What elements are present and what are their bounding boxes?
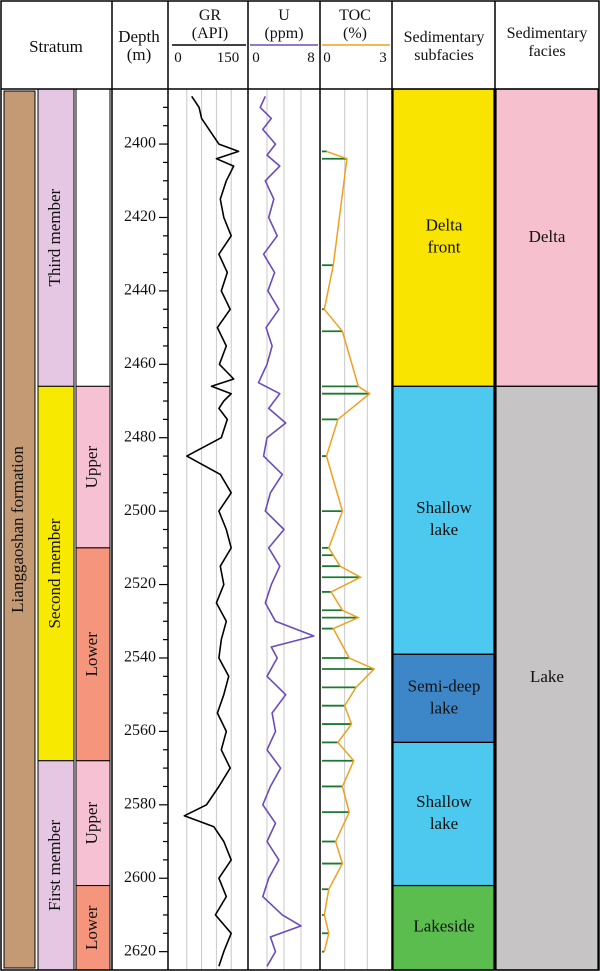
facies-header: Sedimentary bbox=[507, 25, 588, 42]
depth-tick-label: 2580 bbox=[124, 795, 156, 812]
member-label: Third member bbox=[45, 188, 64, 286]
gr-header: GR bbox=[199, 7, 222, 24]
facies-columns: Delta front Shallow lake Semi-deep lake Shallo… bbox=[392, 88, 599, 971]
subfacies-band bbox=[392, 741, 495, 887]
depth-tick-label: 2440 bbox=[124, 282, 156, 299]
depth-tick-label: 2480 bbox=[124, 428, 156, 445]
subfacies-label: Delta bbox=[426, 216, 463, 235]
subfacies-header: Sedimentary bbox=[404, 29, 485, 46]
member-band bbox=[37, 385, 75, 762]
subfacies-label: lake bbox=[430, 814, 458, 833]
depth-axis: 2400 2420 2440 2460 2480 2500 2520 2540 2560 2580… bbox=[124, 106, 168, 959]
stratum-columns: Lianggaoshan formation Third member Second… bbox=[3, 88, 111, 971]
facies-header-2: facies bbox=[528, 43, 565, 60]
gr-unit-header: (API) bbox=[192, 25, 228, 42]
depth-tick-label: 2600 bbox=[124, 869, 156, 886]
toc-curve bbox=[323, 150, 376, 952]
subfacies-label: Shallow bbox=[416, 792, 472, 811]
formation-band bbox=[3, 90, 36, 969]
toc-track bbox=[322, 89, 376, 970]
u-track bbox=[257, 89, 315, 970]
u-scale-max: 8 bbox=[307, 50, 315, 66]
subfacies-header-2: subfacies bbox=[414, 47, 474, 64]
subfacies-band bbox=[392, 884, 495, 971]
submember-band bbox=[75, 885, 111, 971]
member-label: Second member bbox=[45, 518, 64, 628]
toc-header: TOC bbox=[339, 7, 371, 24]
stratum-header: Stratum bbox=[29, 37, 83, 56]
depth-tick-label: 2500 bbox=[124, 502, 156, 519]
facies-label: Lake bbox=[530, 667, 564, 686]
depth-tick-label: 2520 bbox=[124, 575, 156, 592]
formation-label: Lianggaoshan formation bbox=[8, 446, 27, 613]
u-unit-header: (ppm) bbox=[264, 25, 303, 42]
facies-band bbox=[495, 385, 599, 971]
u-scale-min: 0 bbox=[252, 50, 260, 66]
depth-tick-label: 2400 bbox=[124, 135, 156, 152]
depth-tick-label: 2620 bbox=[124, 942, 156, 959]
u-curve bbox=[257, 95, 315, 967]
toc-scale-min: 0 bbox=[323, 50, 331, 66]
submember-band bbox=[75, 760, 111, 887]
depth-tick-label: 2460 bbox=[124, 355, 156, 372]
depth-tick-label: 2420 bbox=[124, 208, 156, 225]
submember-label: Upper bbox=[82, 446, 101, 489]
depth-tick-label: 2540 bbox=[124, 649, 156, 666]
subfacies-band bbox=[392, 385, 495, 655]
facies-label: Delta bbox=[529, 227, 566, 246]
member-label: First member bbox=[45, 819, 64, 910]
submember-label: Upper bbox=[82, 802, 101, 845]
gr-scale-min: 0 bbox=[174, 50, 182, 66]
subfacies-label: lake bbox=[430, 520, 458, 539]
gr-track bbox=[183, 89, 240, 970]
toc-scale-max: 3 bbox=[379, 50, 387, 66]
submember-label: Lower bbox=[82, 905, 101, 950]
toc-unit-header: (%) bbox=[343, 25, 367, 42]
depth-unit-header: (m) bbox=[127, 45, 152, 64]
subfacies-label: lake bbox=[430, 698, 458, 717]
submember-band bbox=[75, 88, 111, 387]
submember-label: Lower bbox=[82, 632, 101, 677]
depth-header: Depth bbox=[118, 27, 160, 46]
subfacies-label: Semi-deep bbox=[408, 676, 481, 695]
u-header: U bbox=[278, 7, 290, 24]
subfacies-label: front bbox=[427, 238, 460, 257]
subfacies-label: Lakeside bbox=[413, 917, 474, 936]
depth-tick-label: 2560 bbox=[124, 722, 156, 739]
gr-curve bbox=[183, 95, 240, 967]
subfacies-label: Shallow bbox=[416, 498, 472, 517]
gr-scale-max: 150 bbox=[217, 50, 240, 66]
